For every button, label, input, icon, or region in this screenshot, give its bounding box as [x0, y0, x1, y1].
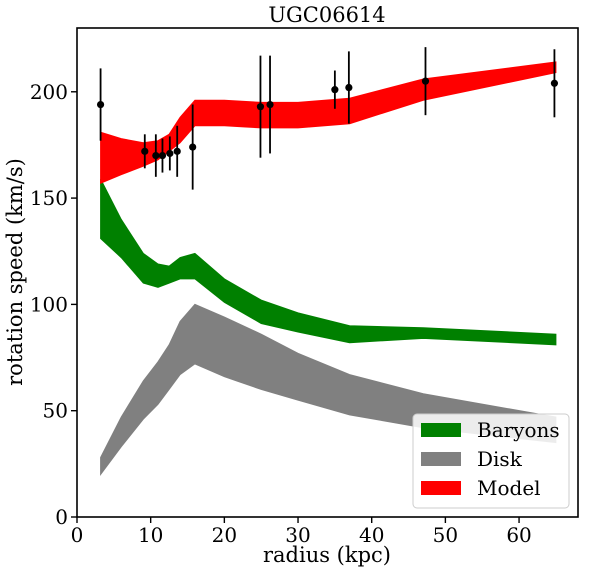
data-marker-10: [345, 83, 353, 92]
x-axis-label: radius (kpc): [263, 543, 391, 567]
x-tick-label-6: 60: [506, 523, 531, 547]
legend-swatch-model: [421, 481, 461, 495]
legend-label-baryons: Baryons: [477, 418, 560, 442]
data-marker-5: [173, 147, 181, 155]
data-point-3: [158, 138, 167, 173]
legend-label-model: Model: [477, 476, 541, 500]
data-point-1: [141, 134, 149, 169]
data-point-2: [152, 134, 160, 177]
data-point-4: [166, 136, 174, 171]
x-tick-label-5: 50: [433, 523, 458, 547]
legend-swatch-disk: [421, 452, 461, 466]
x-tick-label-0: 0: [71, 523, 84, 547]
y-tick-label-1: 50: [43, 399, 68, 423]
legend-label-disk: Disk: [477, 447, 523, 471]
data-marker-9: [331, 86, 339, 94]
data-marker-8: [266, 100, 274, 109]
data-marker-12: [550, 79, 559, 87]
data-point-11: [421, 47, 430, 116]
band-baryons: [100, 178, 557, 346]
data-point-8: [266, 55, 274, 154]
y-tick-label-2: 100: [30, 292, 68, 316]
y-axis: 0 50 100 150 200: [30, 80, 77, 529]
y-tick-label-4: 200: [30, 80, 68, 104]
data-point-9: [331, 70, 339, 109]
y-axis-label: rotation speed (km/s): [3, 158, 27, 386]
y-tick-label-0: 0: [55, 505, 68, 529]
data-point-10: [345, 51, 353, 124]
y-tick-label-3: 150: [30, 186, 68, 210]
data-marker-3: [158, 151, 167, 160]
observations-layer: [96, 47, 559, 190]
data-marker-2: [152, 151, 160, 160]
data-point-12: [550, 49, 559, 118]
data-marker-11: [421, 77, 430, 85]
band-model: [100, 61, 557, 184]
data-point-0: [96, 68, 105, 141]
x-tick-label-3: 30: [285, 523, 310, 547]
x-tick-label-4: 40: [359, 523, 384, 547]
x-tick-label-2: 20: [212, 523, 237, 547]
x-axis: 0 10 20 30 40 50 60: [71, 517, 532, 547]
data-marker-0: [96, 100, 105, 109]
legend-swatch-baryons: [421, 423, 461, 437]
x-tick-label-1: 10: [138, 523, 163, 547]
plot-frame: [76, 27, 579, 518]
chart-title: UGC06614: [268, 3, 385, 27]
data-point-5: [173, 125, 181, 177]
data-marker-4: [166, 149, 174, 158]
bands-layer: [100, 61, 557, 477]
data-marker-7: [256, 103, 265, 111]
data-marker-6: [189, 143, 197, 151]
legend: Baryons Disk Model: [412, 413, 570, 509]
data-marker-1: [141, 147, 149, 155]
data-point-6: [189, 104, 197, 190]
data-point-7: [256, 55, 265, 158]
